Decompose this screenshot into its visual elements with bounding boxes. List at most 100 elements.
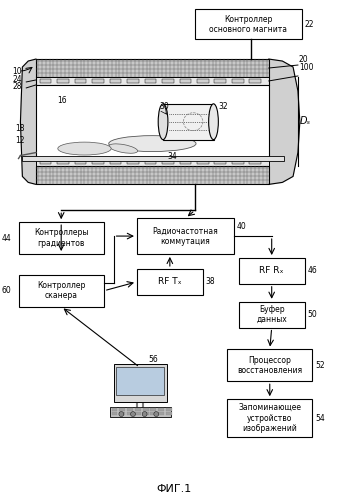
Text: 46: 46 [308,266,317,276]
Text: 56: 56 [148,355,158,364]
Text: 100: 100 [299,63,313,72]
Circle shape [131,412,135,416]
Ellipse shape [58,142,111,155]
Polygon shape [20,59,36,184]
Bar [143,412,148,415]
Bar [145,160,156,164]
Text: RF Tₓ: RF Tₓ [158,278,182,286]
Bar [119,412,125,415]
Text: 16: 16 [57,96,67,105]
Bar [119,408,125,411]
Bar [18,275,104,306]
Bar [75,79,86,83]
Bar [127,160,139,164]
Bar [57,79,69,83]
Text: 22: 22 [305,20,314,29]
Bar [36,59,269,77]
Text: 18: 18 [16,124,25,132]
Bar [143,408,148,411]
Text: 12: 12 [16,136,25,144]
Bar [114,364,167,402]
Circle shape [119,412,124,416]
Text: 32: 32 [218,102,228,111]
Bar [18,222,104,254]
Bar [162,160,174,164]
Bar [110,160,121,164]
Bar [40,160,51,164]
Bar [127,412,133,415]
Text: 50: 50 [308,310,317,319]
Bar [23,156,284,160]
Bar [166,412,172,415]
Bar [135,412,141,415]
Bar [36,77,269,85]
Text: 44: 44 [2,234,12,242]
Bar [232,160,243,164]
Bar [158,408,164,411]
Bar [36,166,269,184]
Text: Запоминающее
устройство
изображений: Запоминающее устройство изображений [238,403,301,433]
Bar [137,269,203,294]
Bar [180,160,191,164]
Bar [249,79,261,83]
Text: Радиочастотная
коммутация: Радиочастотная коммутация [152,226,218,246]
Bar [127,79,139,83]
Bar [110,79,121,83]
Bar [135,408,141,411]
Text: 60: 60 [2,286,12,296]
Bar [112,408,117,411]
Ellipse shape [109,144,138,154]
Text: Контроллер
сканера: Контроллер сканера [37,281,85,300]
Bar [145,79,156,83]
Bar [150,412,156,415]
Bar [162,79,174,83]
Bar [166,408,172,411]
Text: 10: 10 [13,67,22,76]
Bar [163,104,213,140]
Bar [92,160,104,164]
Bar [112,412,117,415]
Bar [36,158,269,166]
Bar [197,160,209,164]
Bar [232,79,243,83]
Bar [158,412,164,415]
Bar [92,79,104,83]
Bar [214,160,226,164]
Text: RF Rₓ: RF Rₓ [260,266,284,276]
Bar [57,160,69,164]
Ellipse shape [109,136,196,152]
Bar [214,79,226,83]
Text: 52: 52 [315,361,325,370]
Bar [40,79,51,83]
Bar [227,350,312,382]
Bar [36,85,269,158]
Ellipse shape [158,104,168,140]
Text: Процессор
восстановления: Процессор восстановления [237,356,302,375]
Bar [75,160,86,164]
Text: Буфер
данных: Буфер данных [256,305,287,324]
Bar [180,79,191,83]
Bar [137,218,234,254]
Bar [239,302,305,328]
Bar [239,258,305,284]
Bar [110,407,171,417]
Bar [249,160,261,164]
Text: 34: 34 [167,152,177,160]
Text: 24: 24 [13,75,22,84]
Text: 30: 30 [159,102,169,111]
Text: Dₛ: Dₛ [300,116,311,126]
Bar [127,408,133,411]
Text: ФИГ.1: ФИГ.1 [156,484,191,494]
Bar [227,399,312,437]
Text: 20: 20 [299,55,309,64]
Text: 40: 40 [237,222,247,231]
Bar [195,10,302,39]
Text: Контроллер
основного магнита: Контроллер основного магнита [209,14,287,34]
Text: 54: 54 [315,414,325,422]
Bar [150,408,156,411]
Circle shape [154,412,159,416]
Bar [197,79,209,83]
Text: 38: 38 [206,278,216,286]
Circle shape [142,412,147,416]
Bar [117,368,164,395]
